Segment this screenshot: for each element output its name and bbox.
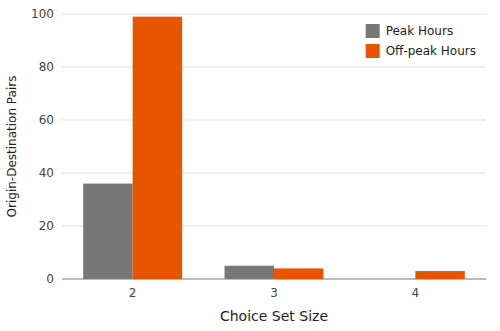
legend-swatch (366, 44, 380, 58)
bar (133, 17, 182, 279)
grid-line (62, 14, 486, 15)
y-tick-label: 100 (31, 7, 54, 21)
bar (415, 271, 464, 279)
y-tick-label: 0 (46, 272, 54, 286)
bar (274, 268, 323, 279)
bar (366, 279, 415, 280)
legend-swatch (366, 24, 380, 38)
legend-label: Off-peak Hours (386, 44, 476, 58)
x-tick-label: 2 (129, 286, 137, 300)
bar (83, 184, 132, 279)
y-tick-label: 40 (39, 166, 54, 180)
grid-line (62, 67, 486, 68)
x-tick-label: 3 (270, 286, 278, 300)
legend-label: Peak Hours (386, 24, 453, 38)
y-tick-label: 20 (39, 219, 54, 233)
y-axis-label: Origin-Destination Pairs (5, 76, 19, 218)
x-tick-label: 4 (412, 286, 420, 300)
grid-line (62, 173, 486, 174)
bar (225, 266, 274, 279)
x-axis-label: Choice Set Size (220, 308, 328, 324)
legend: Peak Hours Off-peak Hours (366, 24, 476, 58)
y-tick-label: 80 (39, 60, 54, 74)
chart: 0 20 40 60 80 100 2 3 4 Choice Set Size Origin-Des… (0, 0, 500, 331)
grid-line (62, 120, 486, 121)
y-tick-label: 60 (39, 113, 54, 127)
